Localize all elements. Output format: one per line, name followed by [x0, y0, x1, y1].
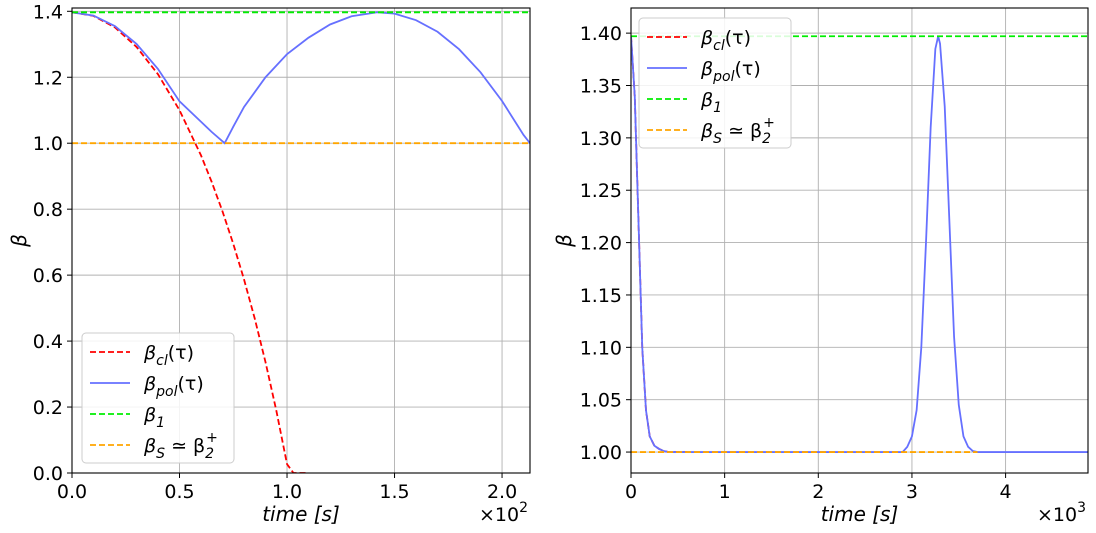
x-offset-label: ×102	[479, 500, 528, 526]
x-tick-label: 4	[1000, 481, 1012, 503]
y-axis-label: β	[7, 234, 31, 248]
legend-label: βpol(τ)	[700, 58, 761, 85]
legend-label: βcl(τ)	[143, 342, 194, 369]
chart-panel-1: 0.0 0.5 1.0 1.5 2.0 0.0 0.2 0.4 0.6 0.8 1.0 1.2 1.4 t…	[7, 1, 531, 526]
legend-label: βS ≃ β2+	[700, 115, 775, 147]
y-tick-label: 1.40	[580, 23, 622, 45]
plot-frame	[630, 7, 1089, 474]
y-tick-label: 1.15	[580, 285, 622, 307]
x-tick-label: 1	[719, 481, 731, 503]
y-tick-label: 1.4	[33, 1, 63, 23]
x-axis-label: time [s]	[821, 502, 899, 526]
series-line-2	[631, 36, 1088, 453]
legend-label: β1	[700, 89, 722, 116]
legend-label: βS ≃ β2+	[143, 430, 218, 462]
x-tick-label: 0	[625, 481, 637, 503]
legend-box	[638, 17, 792, 149]
legend-box	[81, 332, 235, 464]
y-tick-label: 1.10	[580, 337, 622, 359]
x-offset-label: ×103	[1037, 500, 1086, 526]
series-line-1	[72, 11, 309, 473]
x-tick-label: 0.0	[57, 481, 87, 503]
y-tick-label: 1.35	[580, 76, 622, 98]
y-axis-label: β	[552, 234, 576, 248]
legend-label: βpol(τ)	[143, 373, 204, 400]
x-tick-label: 0.5	[164, 481, 194, 503]
chart-panel-2: 0 1 2 3 4 1.00 1.05 1.10 1.15 1.20 1.25 1.30 1.35 1.4…	[552, 7, 1089, 526]
series-line-2	[72, 11, 530, 145]
x-tick-label: 1.5	[379, 481, 409, 503]
x-tick-label: 3	[906, 481, 918, 503]
series-group	[72, 11, 530, 473]
y-tick-label: 1.25	[580, 180, 622, 202]
y-tick-label: 1.30	[580, 128, 622, 150]
x-tick-label: 2	[812, 481, 824, 503]
legend-label: βcl(τ)	[700, 27, 751, 54]
x-axis-label: time [s]	[262, 502, 340, 526]
y-tick-label: 1.0	[33, 133, 63, 155]
y-tick-label: 1.05	[580, 390, 622, 412]
y-tick-label: 0.4	[33, 331, 63, 353]
y-tick-label: 0.6	[33, 265, 63, 287]
y-tick-label: 1.00	[580, 442, 622, 464]
y-tick-label: 1.2	[33, 67, 63, 89]
legend-label: β1	[143, 404, 165, 431]
y-tick-label: 0.0	[33, 463, 63, 485]
y-tick-label: 1.20	[580, 233, 622, 255]
plot-frame	[71, 7, 531, 474]
x-tick-label: 2.0	[487, 481, 517, 503]
y-tick-label: 0.2	[33, 397, 63, 419]
y-tick-label: 0.8	[33, 199, 63, 221]
x-tick-label: 1.0	[272, 481, 302, 503]
